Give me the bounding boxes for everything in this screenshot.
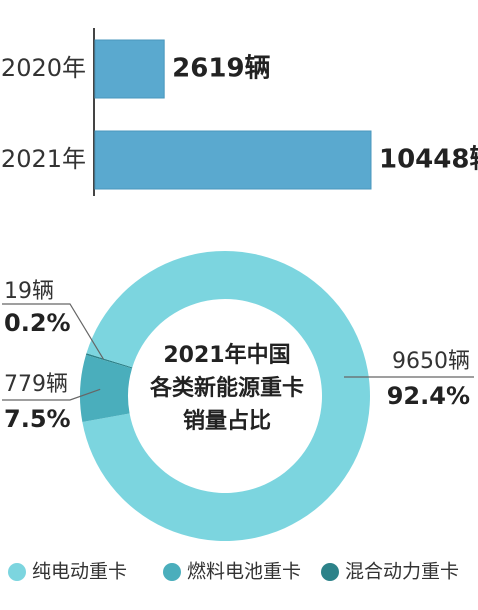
legend-label-0: 纯电动重卡 [32,561,127,583]
donut-center-title: 销量占比 [183,409,271,434]
callout-leader-fuel-cell [2,388,101,401]
bar-value-label: 10448辆 [379,145,478,175]
callout-count-pure-electric: 9650辆 [392,349,470,374]
legend-swatch-1 [163,563,181,581]
donut-slice-2 [85,353,133,369]
callout-percent-pure-electric: 92.4% [387,382,470,410]
bar-1 [94,130,372,190]
legend-swatch-0 [8,563,26,581]
donut-slice-1 [79,354,132,423]
callout-count-hybrid: 19辆 [4,279,54,304]
legend-label-2: 混合动力重卡 [345,561,459,583]
bar-0 [94,39,165,99]
callout-count-fuel-cell: 779辆 [4,372,68,397]
legend-label-1: 燃料电池重卡 [187,561,301,583]
callout-percent-hybrid: 0.2% [4,309,71,337]
donut-slice-0 [82,251,371,542]
callout-percent-fuel-cell: 7.5% [4,405,71,433]
legend-swatch-2 [321,563,339,581]
bar-category-label: 2020年 [1,54,86,82]
donut-center-title: 2021年中国 [163,342,290,368]
bar-value-label: 2619辆 [172,54,270,84]
donut-center-title: 各类新能源重卡 [149,375,304,401]
bar-category-label: 2021年 [1,145,86,173]
callout-leader-hybrid [2,303,104,360]
